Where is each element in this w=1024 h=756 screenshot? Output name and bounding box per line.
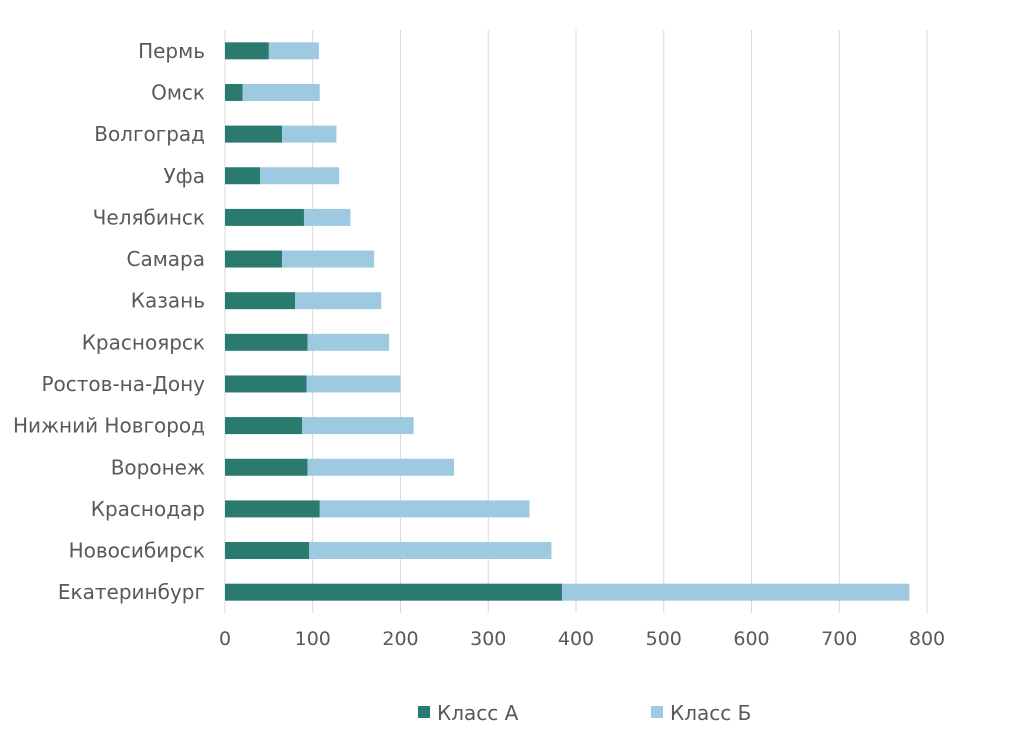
bar-segment-class-a	[225, 500, 320, 518]
x-tick-label: 0	[219, 628, 231, 650]
bar-segment-class-a	[225, 292, 296, 310]
bar-segment-class-a	[225, 125, 283, 143]
legend-label-class-b: Класс Б	[670, 701, 751, 725]
legend-swatch-class-b	[651, 706, 663, 718]
category-label: Ростов-на-Дону	[41, 372, 205, 396]
category-labels: Пермь Омск Волгоград Уфа Челябинск Самара Каза…	[13, 39, 205, 604]
legend-swatch-class-a	[418, 706, 430, 718]
category-label: Нижний Новгород	[13, 414, 205, 438]
category-label: Пермь	[138, 39, 205, 63]
legend-label-class-a: Класс А	[437, 701, 519, 725]
bar-segment-class-a	[225, 208, 304, 226]
bar-segment-class-a	[225, 583, 562, 601]
bar-segment-class-b	[268, 42, 319, 60]
category-label: Красноярск	[82, 330, 205, 354]
bar-segment-class-b	[260, 167, 340, 185]
bar-segment-class-b	[295, 292, 382, 310]
x-tick-label: 600	[733, 628, 769, 650]
category-label: Екатеринбург	[58, 580, 205, 604]
category-label: Челябинск	[93, 205, 205, 229]
bar-segment-class-a	[225, 83, 243, 101]
category-label: Краснодар	[91, 497, 205, 521]
bar-segment-class-b	[319, 500, 530, 518]
bar-segment-class-b	[307, 458, 455, 476]
bar-segment-class-b	[282, 125, 337, 143]
category-label: Новосибирск	[69, 539, 205, 563]
bar-segment-class-a	[225, 167, 261, 185]
category-label: Самара	[126, 247, 205, 271]
bar-segment-class-b	[242, 83, 320, 101]
bars	[225, 42, 910, 601]
bar-segment-class-a	[225, 417, 303, 435]
bar-segment-class-a	[225, 375, 307, 393]
bar-segment-class-a	[225, 333, 308, 351]
x-tick-label: 500	[646, 628, 682, 650]
category-label: Казань	[131, 289, 205, 313]
bar-segment-class-b	[303, 208, 351, 226]
x-tick-label: 200	[382, 628, 418, 650]
x-tick-label: 400	[558, 628, 594, 650]
bar-segment-class-a	[225, 250, 283, 268]
x-tick-labels: 0 100 200 300 400 500 600 700 800	[219, 628, 945, 650]
category-label: Омск	[151, 80, 205, 104]
legend: Класс А Класс Б	[418, 701, 751, 725]
bar-segment-class-a	[225, 542, 310, 560]
category-label: Волгоград	[94, 122, 205, 146]
bar-segment-class-b	[307, 333, 390, 351]
category-label: Воронеж	[111, 455, 205, 479]
x-tick-label: 300	[470, 628, 506, 650]
x-tick-label: 100	[295, 628, 331, 650]
bar-segment-class-b	[561, 583, 910, 601]
bar-segment-class-a	[225, 458, 308, 476]
category-label: Уфа	[163, 164, 205, 188]
gridlines	[224, 30, 928, 613]
x-tick-label: 700	[821, 628, 857, 650]
bar-segment-class-b	[302, 417, 414, 435]
bar-segment-class-a	[225, 42, 269, 60]
bar-segment-class-b	[306, 375, 401, 393]
bar-segment-class-b	[309, 542, 552, 560]
x-tick-label: 800	[909, 628, 945, 650]
bar-segment-class-b	[282, 250, 375, 268]
